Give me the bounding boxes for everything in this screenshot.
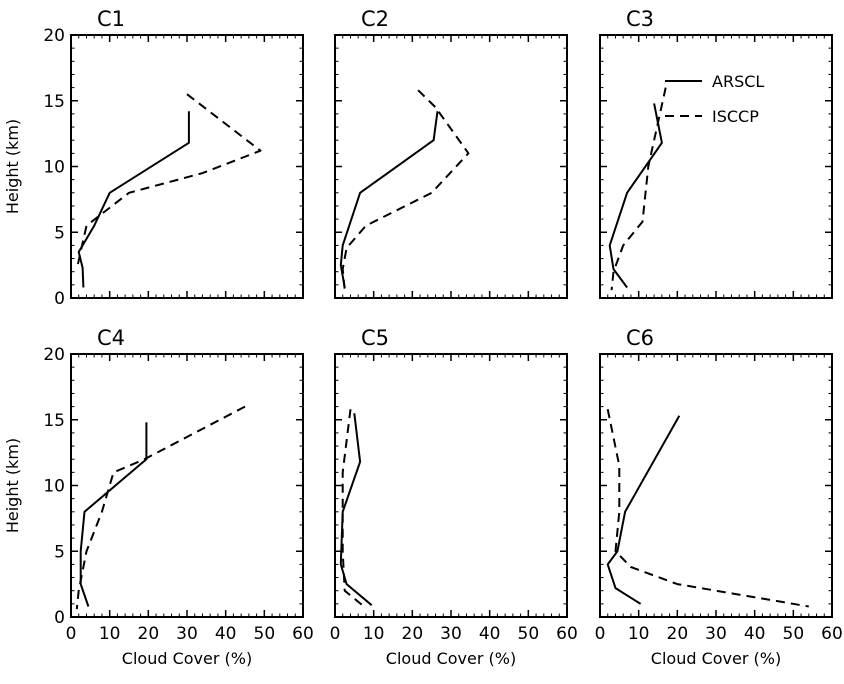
plot-frame	[599, 353, 833, 618]
series-line-isccp	[341, 89, 470, 291]
y-axis-label: Height (km)	[3, 438, 22, 533]
series-line-arscl	[606, 415, 681, 605]
x-tick-label: 40	[744, 624, 766, 644]
panel-title: C2	[361, 7, 389, 31]
panel-title: C4	[97, 326, 125, 350]
plot-frame	[334, 34, 568, 299]
y-tick-label: 5	[54, 542, 65, 562]
x-tick-label: 20	[138, 624, 160, 644]
x-tick-label: 10	[628, 624, 650, 644]
series-line-isccp	[341, 409, 365, 608]
x-tick-label: 50	[783, 624, 805, 644]
y-tick-label: 15	[43, 92, 65, 112]
series-line-isccp	[75, 93, 262, 270]
x-tick-label: 30	[705, 624, 727, 644]
x-tick-label: 20	[402, 624, 424, 644]
plot-frame	[70, 353, 304, 618]
y-tick-label: 5	[54, 223, 65, 243]
x-tick-label: 0	[330, 624, 341, 644]
x-tick-label: 30	[440, 624, 462, 644]
x-tick-label: 10	[99, 624, 121, 644]
x-tick-label: 50	[254, 624, 276, 644]
series-line-arscl	[79, 422, 148, 607]
y-tick-label: 20	[43, 26, 65, 46]
x-axis-label: Cloud Cover (%)	[651, 649, 781, 668]
series-line-isccp	[606, 408, 809, 608]
series-line-arscl	[608, 103, 663, 289]
x-tick-label: 60	[292, 624, 314, 644]
legend: ARSCL ISCCP	[665, 72, 764, 126]
series-line-arscl	[339, 413, 373, 606]
y-tick-label: 10	[43, 158, 65, 178]
panel-c5: 0 10 20 30 40 50 60 C5 Cloud Cover (%)	[330, 326, 578, 668]
panel-c4: 0 10 20 30 40 50 60 0 5 10 15 20 C4 Cloud Cover (%) He…	[3, 326, 314, 668]
x-tick-label: 0	[66, 624, 77, 644]
x-tick-label: 60	[821, 624, 843, 644]
x-tick-label: 0	[595, 624, 606, 644]
series-line-arscl	[339, 111, 439, 288]
legend-label-isccp: ISCCP	[712, 107, 759, 126]
y-tick-label: 15	[43, 411, 65, 431]
x-axis-label: Cloud Cover (%)	[122, 649, 252, 668]
legend-label-arscl: ARSCL	[712, 72, 764, 91]
x-tick-label: 20	[667, 624, 689, 644]
panel-title: C3	[626, 7, 654, 31]
series-line-isccp	[610, 87, 667, 291]
x-axis-label: Cloud Cover (%)	[386, 649, 516, 668]
y-tick-label: 20	[43, 345, 65, 365]
plot-frame	[334, 353, 568, 618]
panel-c3: C3 ARSCL ISCCP	[599, 7, 833, 299]
panel-c1: 0 5 10 15 20 C1 Height (km)	[3, 7, 304, 309]
plot-frame	[70, 34, 304, 299]
panel-title: C6	[626, 326, 654, 350]
x-tick-label: 10	[363, 624, 385, 644]
series-line-arscl	[77, 111, 190, 288]
y-tick-label: 10	[43, 477, 65, 497]
x-tick-label: 60	[556, 624, 578, 644]
x-tick-label: 30	[176, 624, 198, 644]
panel-c2: C2	[334, 7, 568, 299]
panel-c6: 0 10 20 30 40 50 60 C6 Cloud Cover (%)	[595, 326, 843, 668]
panel-title: C5	[361, 326, 389, 350]
y-axis-label: Height (km)	[3, 119, 22, 214]
y-tick-label: 0	[54, 608, 65, 628]
x-tick-label: 40	[479, 624, 501, 644]
series-line-isccp	[75, 405, 246, 610]
y-tick-label: 0	[54, 289, 65, 309]
x-tick-label: 40	[215, 624, 237, 644]
panel-title: C1	[97, 7, 125, 31]
x-tick-label: 50	[518, 624, 540, 644]
